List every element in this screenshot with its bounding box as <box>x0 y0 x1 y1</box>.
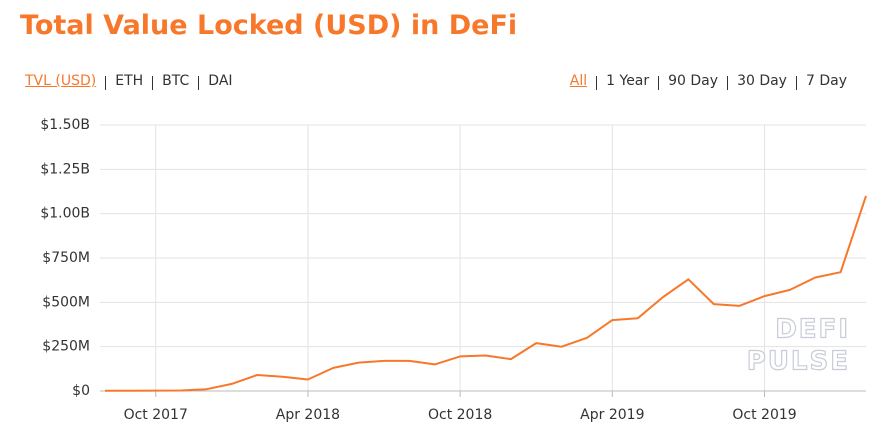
tab[interactable]: BTC <box>162 73 190 89</box>
y-tick-label: $500M <box>42 294 90 310</box>
tab[interactable]: 30 Day <box>737 73 787 89</box>
tab[interactable]: DAI <box>208 73 233 89</box>
y-tick-label: $250M <box>42 339 90 355</box>
tab[interactable]: 1 Year <box>606 73 650 89</box>
tab[interactable]: TVL (USD) <box>25 73 97 89</box>
x-tick-label: Oct 2019 <box>732 407 796 423</box>
y-tick-label: $0 <box>72 383 90 399</box>
separator <box>658 76 660 90</box>
separator <box>727 76 729 90</box>
tab[interactable]: ETH <box>115 73 144 89</box>
watermark: PULSE <box>747 347 850 377</box>
chart-title: Total Value Locked (USD) in DeFi <box>20 10 518 41</box>
y-tick-label: $1.50B <box>40 117 90 133</box>
separator <box>596 76 598 90</box>
separator <box>198 76 200 90</box>
separator <box>152 76 154 90</box>
separator <box>105 76 107 90</box>
watermark: DEFI <box>775 315 850 345</box>
x-tick-label: Oct 2017 <box>124 407 188 423</box>
tab[interactable]: 7 Day <box>805 73 847 89</box>
y-tick-label: $1.25B <box>40 161 90 177</box>
range-tabs: All 1 Year 90 Day 30 Day 7 Day <box>570 73 847 90</box>
separator <box>795 76 797 90</box>
data-line <box>105 195 867 392</box>
tab[interactable]: 90 Day <box>668 73 719 89</box>
x-tick-label: Oct 2018 <box>428 407 492 423</box>
y-tick-label: $1.00B <box>40 206 90 222</box>
tab[interactable]: All <box>569 73 588 89</box>
y-tick-label: $750M <box>42 250 90 266</box>
x-tick-label: Apr 2018 <box>276 407 340 423</box>
x-tick-label: Apr 2019 <box>580 407 644 423</box>
metric-tabs: TVL (USD) ETH BTC DAI <box>25 73 233 90</box>
